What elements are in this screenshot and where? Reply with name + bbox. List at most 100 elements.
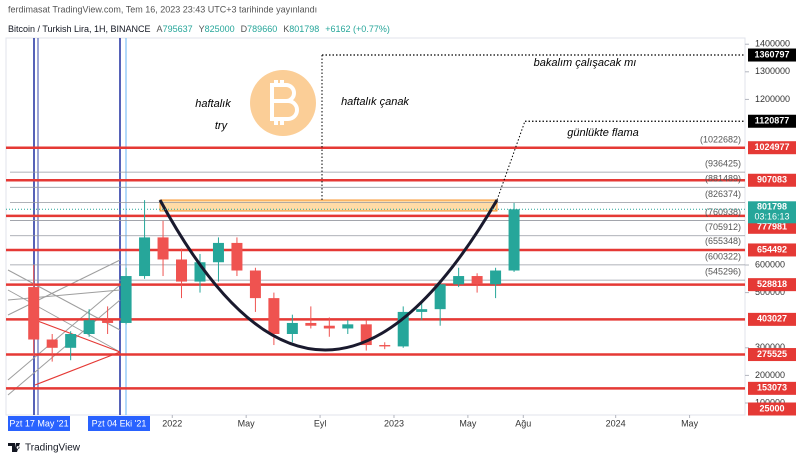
logo-circle <box>250 70 316 136</box>
annotation: bakalım çalışacak mı <box>534 57 637 69</box>
level-label-box <box>748 220 796 234</box>
footer-brand: TradingView <box>25 443 81 454</box>
y-tick-label: 100000 <box>755 397 785 407</box>
y-tick-label: 300000 <box>755 342 785 352</box>
fan-line <box>7 284 121 381</box>
candle-body <box>360 324 372 346</box>
zone <box>159 199 498 212</box>
candle-body <box>416 309 428 312</box>
footer-logo <box>8 443 20 452</box>
last-price-box <box>748 201 796 224</box>
level-label: 153073 <box>757 383 787 393</box>
annotation: günlükte flama <box>567 127 639 139</box>
cursor-date: Pzt 04 Eki '21 <box>92 418 147 428</box>
change: +6162 (+0.77%) <box>325 24 390 34</box>
ohlc-key: K <box>283 24 289 34</box>
fib-label: (936425) <box>705 159 741 169</box>
y-tick-label: 600000 <box>755 259 785 269</box>
candle-body <box>323 325 335 329</box>
fan-line <box>7 289 121 353</box>
ohlc-key: A <box>157 24 163 34</box>
candle-body <box>231 242 243 271</box>
candle-body <box>453 276 465 285</box>
ohlc-value: 825000 <box>205 24 235 34</box>
fan-line <box>7 299 121 396</box>
last-price: 801798 <box>757 202 787 212</box>
x-tick-label: May <box>459 418 477 428</box>
fib-label: (655348) <box>705 236 741 246</box>
cup-curve <box>158 199 499 352</box>
level-label: 654492 <box>757 244 787 254</box>
candle-body <box>212 242 224 263</box>
plot <box>5 37 746 416</box>
candle-body <box>508 209 520 271</box>
level-label-box <box>748 173 796 187</box>
candle-body <box>83 320 95 334</box>
candles <box>28 200 520 362</box>
x-tick-label: May <box>238 418 256 428</box>
level-label-box <box>748 243 796 257</box>
candle-body <box>46 339 58 348</box>
x-tick-label: Eyl <box>314 418 327 428</box>
fib-label: (705912) <box>705 222 741 232</box>
level-label: 528818 <box>757 279 787 289</box>
level-label: 777981 <box>757 222 787 232</box>
candle-body <box>65 333 77 348</box>
fib-label: (881489) <box>705 174 741 184</box>
level-label: 25000 <box>759 403 784 413</box>
ohlc-value: 789660 <box>247 24 277 34</box>
annotation: haftalık çanak <box>341 96 409 108</box>
bitcoin-logo <box>250 70 316 136</box>
level-label: 275525 <box>757 349 787 359</box>
candle-body <box>157 237 169 260</box>
candle-body <box>490 270 502 285</box>
y-tick-label: 200000 <box>755 370 785 380</box>
fib-label: (760938) <box>705 207 741 217</box>
level-label-box <box>748 48 796 62</box>
level-label: 1024977 <box>754 142 789 152</box>
candle-body <box>342 324 354 329</box>
candle-body <box>305 322 317 326</box>
y-tick-label: 1300000 <box>755 66 790 76</box>
y-tick-label: 1400000 <box>755 39 790 49</box>
annotation: try <box>215 120 229 132</box>
y-tick-label: 1200000 <box>755 94 790 104</box>
fib-label: (545296) <box>705 266 741 276</box>
level-label: 403027 <box>757 314 787 324</box>
candle-body <box>286 322 298 334</box>
level-label: 1120877 <box>755 116 790 126</box>
level-label-box <box>748 402 796 416</box>
annotation: haftalık <box>195 98 231 110</box>
candle-body <box>28 287 40 340</box>
y-tick-label: 500000 <box>755 287 785 297</box>
countdown: 03:16:13 <box>754 212 789 222</box>
fib-label: (600322) <box>705 251 741 261</box>
fan-line <box>34 351 121 386</box>
candle-body <box>102 320 114 323</box>
cursor-date-box <box>88 416 150 431</box>
cursor-date: Pzt 17 May '21 <box>9 418 68 428</box>
x-tick-label: 2023 <box>384 418 404 428</box>
candle-body <box>176 259 188 282</box>
fan-line <box>7 259 121 316</box>
fan-line <box>7 289 121 301</box>
candle-body <box>397 311 409 347</box>
x-tick-label: 2022 <box>162 418 182 428</box>
fan-line <box>34 319 121 353</box>
fib-label: (1022682) <box>700 135 741 145</box>
level-label-box <box>748 278 796 292</box>
ohlc-key: Y <box>199 24 205 34</box>
fib-label: (826374) <box>705 189 741 199</box>
candle-body <box>471 276 483 285</box>
level-label: 1360797 <box>754 49 789 59</box>
x-tick-label: 2024 <box>606 418 626 428</box>
candle-body <box>379 345 391 347</box>
cursor-date-box <box>8 416 70 431</box>
candle-body <box>120 276 132 323</box>
ohlc-value: 801798 <box>289 24 319 34</box>
candle-body <box>194 262 206 282</box>
level-label: 907083 <box>757 175 787 185</box>
symbol: Bitcoin / Turkish Lira, 1H, BINANCE <box>8 24 151 34</box>
level-label-box <box>748 348 796 362</box>
